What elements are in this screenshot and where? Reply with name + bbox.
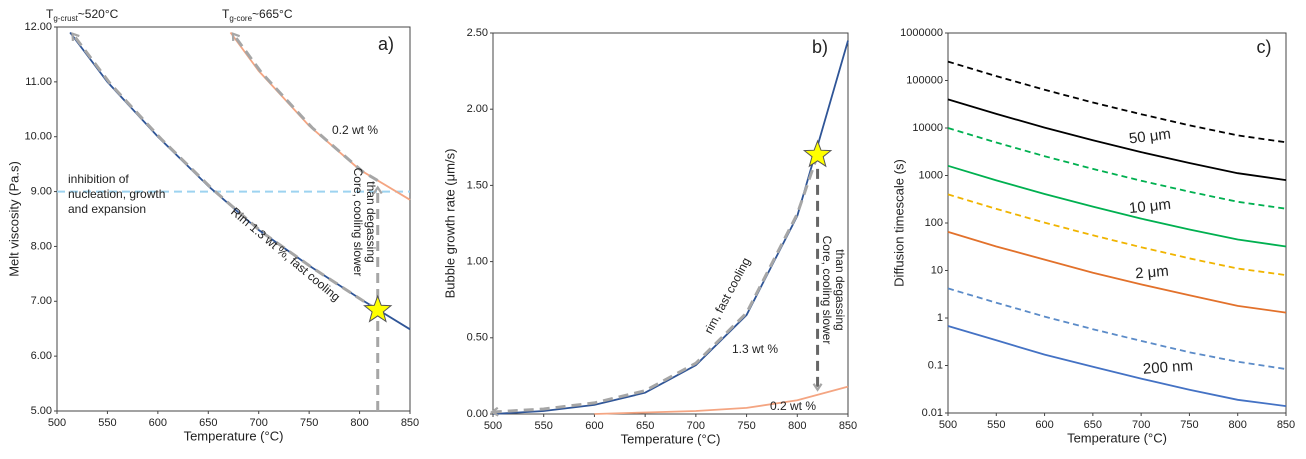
x-tick-label: 750 — [737, 420, 755, 432]
x-tick-label: 700 — [687, 420, 705, 432]
x-axis-title: Temperature (°C) — [621, 431, 721, 446]
x-tick-label: 500 — [48, 417, 66, 429]
star-marker — [802, 139, 833, 168]
x-tick-label: 600 — [1035, 419, 1053, 431]
annotation-main: T — [46, 7, 54, 21]
x-tick-label: 850 — [1277, 419, 1295, 431]
x-tick-label: 800 — [350, 417, 368, 429]
x-tick-label: 700 — [250, 417, 268, 429]
annotation-sub: g-crust — [53, 14, 78, 23]
series-line — [594, 385, 849, 415]
annotation: Core, cooling slower — [351, 168, 365, 277]
annotation: 2 μm — [1134, 263, 1169, 283]
x-tick-label: 850 — [839, 420, 857, 432]
annotation: and expansion — [68, 202, 146, 216]
annotation: 0.2 wt % — [770, 399, 816, 413]
annotation: Tg-crust~520°C — [46, 7, 119, 23]
annotation: 10 μm — [1128, 196, 1172, 217]
y-axis-title: Diffusion timescale (s) — [891, 159, 906, 287]
series-line — [947, 193, 1287, 276]
x-axis-title: Temperature (°C) — [184, 428, 284, 443]
annotation: Core, cooling slower — [820, 236, 834, 345]
panel-label: c) — [1257, 37, 1272, 57]
y-tick-label: 8.00 — [31, 240, 52, 252]
x-tick-label: 700 — [1132, 419, 1150, 431]
y-tick-label: 6.00 — [31, 350, 52, 362]
x-tick-label: 600 — [585, 420, 603, 432]
x-tick-label: 650 — [1084, 419, 1102, 431]
y-tick-label: 11.00 — [25, 76, 52, 88]
x-tick-label: 750 — [300, 417, 318, 429]
x-tick-label: 600 — [149, 417, 167, 429]
y-tick-label: 1000 — [919, 169, 943, 181]
y-tick-label: 1000000 — [900, 27, 943, 39]
x-tick-label: 650 — [636, 420, 654, 432]
plot-frame — [492, 32, 849, 415]
series-line — [947, 127, 1287, 210]
plot-frame — [56, 26, 411, 412]
x-tick-label: 550 — [98, 417, 116, 429]
panel-label: b) — [812, 37, 828, 57]
series-line — [947, 60, 1287, 144]
x-tick-label: 650 — [199, 417, 217, 429]
y-tick-label: 1.50 — [467, 179, 488, 191]
y-axis-title: Bubble growth rate (μm/s) — [442, 149, 457, 299]
cooling-path — [490, 154, 819, 417]
series-line — [947, 164, 1287, 248]
cooling-path — [231, 32, 379, 182]
y-tick-label: 1 — [937, 312, 943, 324]
x-axis-title: Temperature (°C) — [1067, 430, 1167, 445]
y-tick-label: 12.00 — [24, 21, 52, 33]
panel-label: a) — [378, 34, 394, 54]
annotation: than degassing — [364, 181, 378, 262]
y-tick-label: 10.00 — [24, 131, 52, 143]
y-axis-title: Melt viscosity (Pa.s) — [6, 161, 21, 277]
annotation: nucleation, growth — [68, 187, 165, 201]
x-tick-label: 750 — [1180, 419, 1198, 431]
cooling-path — [71, 32, 379, 312]
annotation: 200 nm — [1142, 357, 1193, 377]
y-tick-label: 10 — [931, 264, 943, 276]
annotation: than degassing — [833, 249, 847, 330]
x-tick-label: 550 — [535, 420, 553, 432]
x-tick-label: 550 — [987, 419, 1005, 431]
y-tick-label: 9.00 — [31, 185, 52, 197]
y-tick-label: 0.00 — [467, 408, 488, 420]
series-line — [947, 98, 1287, 181]
star-marker — [363, 294, 393, 323]
annotation: Tg-core~665°C — [222, 7, 293, 23]
y-tick-label: 0.01 — [922, 407, 943, 419]
annotation: 1.3 wt % — [732, 342, 778, 356]
y-tick-label: 100000 — [906, 74, 943, 86]
annotation-rest: ~520°C — [78, 7, 119, 21]
annotation: inhibition of — [68, 172, 129, 186]
x-tick-label: 500 — [939, 419, 957, 431]
series-line — [947, 325, 1287, 407]
annotation-rest: ~665°C — [252, 7, 293, 21]
y-tick-label: 10000 — [912, 122, 943, 134]
x-tick-label: 850 — [401, 417, 419, 429]
x-tick-label: 800 — [788, 420, 806, 432]
annotation-main: T — [222, 7, 230, 21]
series-line — [947, 287, 1287, 370]
y-tick-label: 0.50 — [467, 332, 488, 344]
y-tick-label: 2.50 — [467, 27, 488, 39]
y-tick-label: 5.00 — [31, 405, 52, 417]
y-tick-label: 100 — [925, 217, 943, 229]
annotation: 0.2 wt % — [332, 123, 378, 137]
x-tick-label: 800 — [1229, 419, 1247, 431]
y-tick-label: 0.1 — [928, 359, 943, 371]
annotation-sub: g-core — [229, 14, 252, 23]
x-tick-label: 500 — [484, 420, 502, 432]
y-tick-label: 2.00 — [467, 103, 488, 115]
y-tick-label: 7.00 — [31, 295, 52, 307]
series-line — [947, 231, 1287, 314]
annotation: 50 μm — [1128, 125, 1172, 147]
y-tick-label: 1.00 — [467, 256, 488, 268]
